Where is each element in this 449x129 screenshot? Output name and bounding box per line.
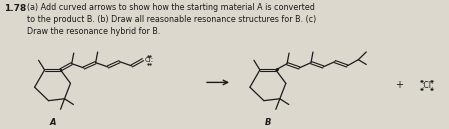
Text: 1.78: 1.78	[4, 4, 26, 13]
Text: A: A	[49, 118, 56, 127]
Text: (a) Add curved arrows to show how the starting material A is converted
to the pr: (a) Add curved arrows to show how the st…	[26, 3, 316, 36]
Text: :Cl:: :Cl:	[421, 81, 434, 90]
Text: B: B	[264, 118, 271, 127]
Text: Cl:: Cl:	[145, 57, 154, 63]
Text: +: +	[396, 80, 404, 90]
